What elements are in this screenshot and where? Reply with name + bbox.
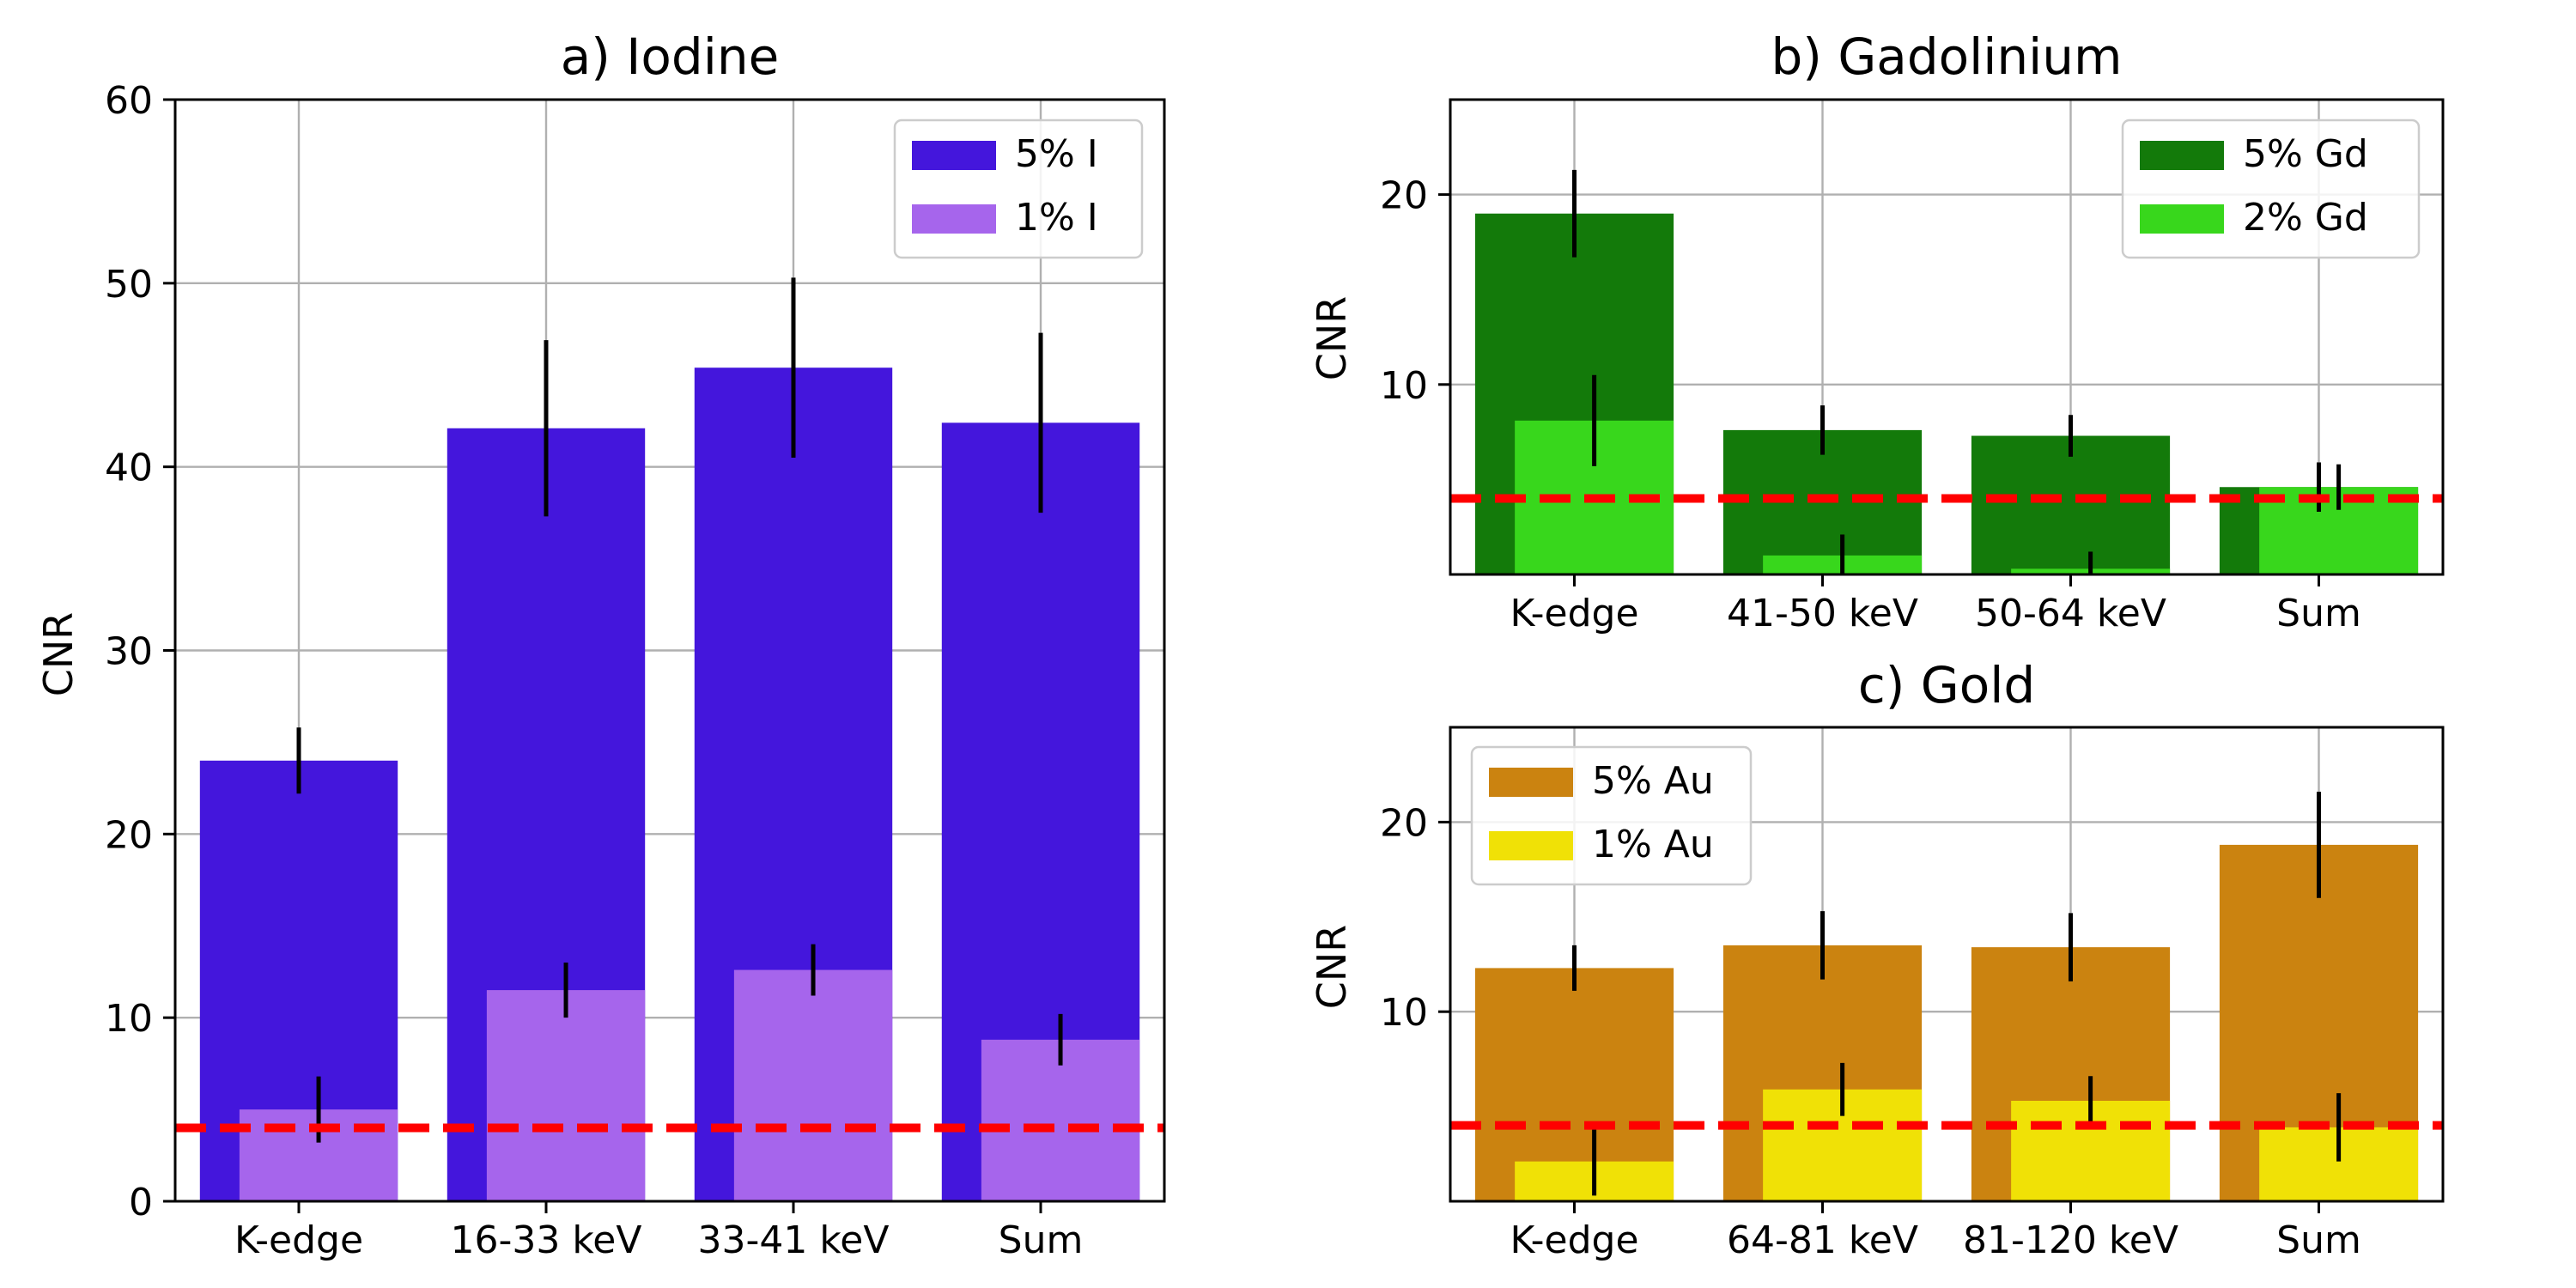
- legend-swatch: [912, 141, 996, 170]
- bar-1-i: [981, 1039, 1140, 1201]
- y-tick-label: 60: [105, 79, 153, 123]
- bar-1-i: [733, 969, 893, 1201]
- y-tick-label: 0: [129, 1181, 153, 1224]
- axes-frame: [1449, 726, 2445, 1203]
- x-tick-label: 16-33 keV: [451, 1218, 642, 1262]
- panel-gold-title: c) Gold: [1858, 656, 2035, 714]
- y-tick-label: 50: [105, 263, 153, 307]
- legend-label: 1% Au: [1592, 823, 1714, 866]
- y-tick-label: 10: [1380, 991, 1428, 1035]
- y-tick-label: 20: [1380, 174, 1428, 218]
- x-tick-label: 81-120 keV: [1963, 1218, 2178, 1262]
- y-tick-label: 20: [105, 813, 153, 857]
- panel-gold: c) Gold CNR 10 20 K-edge 64-81 keV 81-120 ke…: [1309, 656, 2445, 1262]
- panel-gadolinium-ylabel: CNR: [1309, 296, 1355, 381]
- x-tick-label: 33-41 keV: [698, 1218, 890, 1262]
- x-tick-label: Sum: [2276, 592, 2361, 635]
- legend-label: 2% Gd: [2243, 196, 2368, 240]
- panel-gold-ylabel: CNR: [1309, 925, 1355, 1010]
- x-tick-label: K-edge: [234, 1218, 363, 1262]
- bar-5-gd: [1971, 435, 2171, 574]
- x-tick-label: K-edge: [1510, 1218, 1638, 1262]
- panel-iodine: a) Iodine CNR 0 10 20 30 40 50 60 K-edge 16-33 k…: [35, 27, 1166, 1262]
- legend-label: 5% Gd: [2243, 132, 2368, 176]
- legend-label: 5% I: [1015, 132, 1098, 176]
- bar-1-i: [486, 990, 646, 1201]
- legend-label: 1% I: [1015, 196, 1098, 240]
- x-tick-label: 50-64 keV: [1975, 592, 2166, 635]
- panel-gadolinium: b) Gadolinium CNR 10 20 K-edge 41-50 keV 50-…: [1309, 27, 2445, 635]
- legend-label: 5% Au: [1592, 759, 1714, 803]
- y-tick-label: 10: [105, 997, 153, 1041]
- legend-swatch: [912, 204, 996, 234]
- y-tick-label: 40: [105, 447, 153, 490]
- x-tick-label: 41-50 keV: [1727, 592, 1918, 635]
- axes-frame: [1449, 98, 2445, 576]
- legend-swatch: [1489, 768, 1573, 797]
- legend-swatch: [1489, 831, 1573, 860]
- y-tick-label: 30: [105, 630, 153, 674]
- x-tick-label: Sum: [999, 1218, 1084, 1262]
- panel-iodine-ylabel: CNR: [35, 612, 82, 697]
- panel-gadolinium-title: b) Gadolinium: [1771, 27, 2122, 86]
- legend-swatch: [2140, 204, 2224, 234]
- y-tick-label: 10: [1380, 364, 1428, 408]
- legend-swatch: [2140, 141, 2224, 170]
- x-tick-label: K-edge: [1510, 592, 1638, 635]
- y-tick-label: 20: [1380, 801, 1428, 845]
- x-tick-label: Sum: [2276, 1218, 2361, 1262]
- x-tick-label: 64-81 keV: [1727, 1218, 1918, 1262]
- panel-iodine-title: a) Iodine: [561, 27, 780, 86]
